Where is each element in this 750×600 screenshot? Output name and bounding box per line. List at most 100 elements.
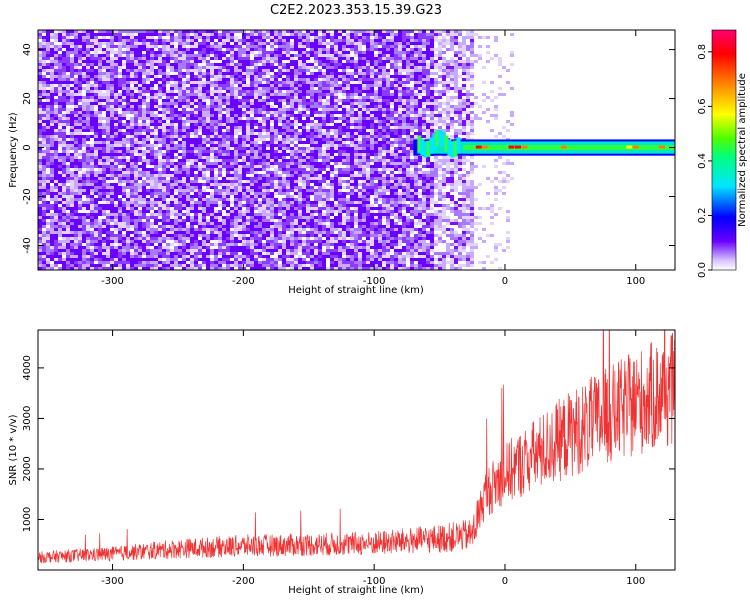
spectrogram-cell bbox=[114, 240, 118, 243]
spectrogram-cell bbox=[278, 102, 282, 105]
spectrogram-cell bbox=[230, 69, 234, 72]
spectrogram-cell bbox=[38, 258, 42, 261]
spectrogram-cell bbox=[234, 96, 238, 99]
spectrogram-cell bbox=[94, 141, 98, 144]
spectrogram-cell bbox=[130, 135, 134, 138]
spectrogram-cell bbox=[242, 237, 246, 240]
spectrogram-cell bbox=[74, 201, 78, 204]
spectrogram-cell bbox=[166, 117, 170, 120]
spectrogram-cell bbox=[142, 249, 146, 252]
spectrogram-cell bbox=[262, 135, 266, 138]
spectrogram-cell bbox=[190, 129, 194, 132]
spectrogram-cell bbox=[106, 237, 110, 240]
spectrogram-cell bbox=[290, 210, 294, 213]
spectrogram-cell bbox=[182, 198, 186, 201]
spectrogram-cell bbox=[74, 138, 78, 141]
spectrogram-cell bbox=[74, 183, 78, 186]
spectrogram-cell bbox=[70, 39, 74, 42]
spectrogram-cell bbox=[62, 249, 66, 252]
spectrogram-cell bbox=[262, 162, 266, 165]
spectrogram-cell bbox=[262, 117, 266, 120]
spectrogram-cell bbox=[86, 117, 90, 120]
spectrogram-cell bbox=[114, 144, 118, 147]
spectrogram-cell bbox=[182, 138, 186, 141]
spectrogram-cell bbox=[66, 264, 70, 267]
spectrogram-cell bbox=[214, 42, 218, 45]
spectrogram-cell bbox=[270, 153, 274, 156]
spectrogram-cell bbox=[258, 189, 262, 192]
spectrogram-cell bbox=[210, 123, 214, 126]
spectrogram-cell bbox=[66, 189, 70, 192]
spectrogram-cell bbox=[66, 159, 70, 162]
spectrogram-cell bbox=[54, 144, 58, 147]
spectrogram-cell bbox=[58, 102, 62, 105]
spectrogram-cell bbox=[282, 168, 286, 171]
spectrogram-cell bbox=[126, 84, 130, 87]
spectrogram-cell bbox=[38, 198, 42, 201]
spectrogram-cell bbox=[282, 129, 286, 132]
spectrogram-cell bbox=[50, 96, 54, 99]
spectrogram-cell bbox=[194, 84, 198, 87]
spectrogram-cell bbox=[226, 57, 230, 60]
spectrogram-cell bbox=[214, 258, 218, 261]
spectrogram-cell bbox=[210, 219, 214, 222]
spectrogram-cell bbox=[134, 141, 138, 144]
spectrogram-cell bbox=[102, 153, 106, 156]
spectrogram-cell bbox=[82, 30, 86, 33]
spectrogram-cell bbox=[114, 150, 118, 153]
spectrogram-cell bbox=[138, 51, 142, 54]
spectrogram-cell bbox=[234, 204, 238, 207]
spectrogram-cell bbox=[94, 267, 98, 270]
spectrogram-cell bbox=[178, 228, 182, 231]
spectrogram-cell bbox=[254, 81, 258, 84]
spectrogram-cell bbox=[90, 213, 94, 216]
spectrogram-cell bbox=[250, 96, 254, 99]
spectrogram-cell bbox=[214, 63, 218, 66]
spectrogram-cell bbox=[286, 243, 290, 246]
spectrogram-cell bbox=[262, 90, 266, 93]
spectrogram-cell bbox=[234, 111, 238, 114]
spectrogram-cell bbox=[122, 177, 126, 180]
spectrogram-cell bbox=[266, 132, 270, 135]
spectrogram-cell bbox=[294, 99, 298, 102]
spectrogram-cell bbox=[162, 117, 166, 120]
spectrogram-cell bbox=[198, 240, 202, 243]
spectrogram-cell bbox=[210, 210, 214, 213]
spectrogram-cell bbox=[210, 108, 214, 111]
spectrogram-cell bbox=[182, 63, 186, 66]
spectrogram-cell bbox=[286, 177, 290, 180]
spectrogram-cell bbox=[138, 135, 142, 138]
spectrogram-cell bbox=[262, 105, 266, 108]
spectrogram-cell bbox=[194, 33, 198, 36]
spectrogram-cell bbox=[246, 204, 250, 207]
spectrogram-cell bbox=[246, 144, 250, 147]
spectrogram-cell bbox=[102, 267, 106, 270]
spectrogram-cell bbox=[302, 123, 306, 126]
spectrogram-cell bbox=[158, 69, 162, 72]
spectrogram-cell bbox=[282, 156, 286, 159]
spectrogram-cell bbox=[302, 135, 306, 138]
spectrogram-cell bbox=[102, 99, 106, 102]
spectrogram-cell bbox=[94, 36, 98, 39]
spectrogram-cell bbox=[170, 108, 174, 111]
spectrogram-cell bbox=[162, 264, 166, 267]
spectrogram-cell bbox=[134, 156, 138, 159]
spectrogram-cell bbox=[190, 204, 194, 207]
spectrogram-cell bbox=[146, 66, 150, 69]
spectrogram-cell bbox=[182, 87, 186, 90]
spectrogram-cell bbox=[278, 210, 282, 213]
spectrogram-cell bbox=[50, 174, 54, 177]
spectrogram-cell bbox=[102, 150, 106, 153]
spectrogram-cell bbox=[166, 258, 170, 261]
spectrogram-cell bbox=[186, 138, 190, 141]
spectrogram-cell bbox=[74, 174, 78, 177]
spectrogram-cell bbox=[210, 249, 214, 252]
spectrogram-cell bbox=[202, 168, 206, 171]
spectrogram-cell bbox=[138, 36, 142, 39]
spectrogram-cell bbox=[118, 219, 122, 222]
spectrogram-cell bbox=[206, 243, 210, 246]
spectrogram-cell bbox=[174, 183, 178, 186]
spectrogram-cell bbox=[94, 87, 98, 90]
spectrogram-cell bbox=[110, 186, 114, 189]
spectrogram-cell bbox=[230, 240, 234, 243]
